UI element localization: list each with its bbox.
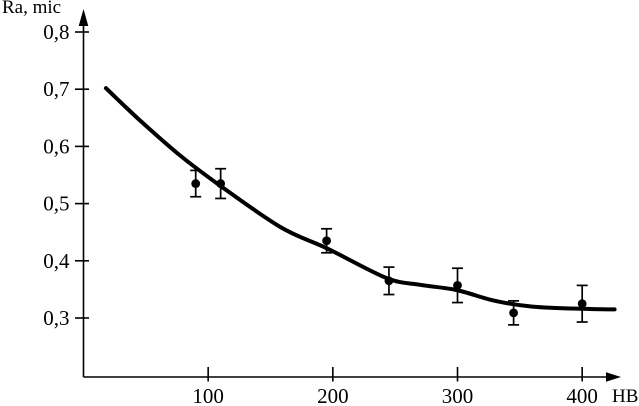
data-point bbox=[453, 280, 462, 290]
data-point bbox=[384, 276, 394, 286]
y-tick-label: 0,6 bbox=[43, 134, 69, 158]
x-tick-label: 100 bbox=[192, 384, 224, 406]
y-tick-label: 0,5 bbox=[43, 192, 69, 216]
data-point bbox=[322, 236, 332, 246]
data-point bbox=[577, 299, 587, 309]
y-tick-label: 0,8 bbox=[43, 20, 69, 44]
x-tick-label: 400 bbox=[566, 384, 598, 406]
y-axis-arrow-icon bbox=[78, 9, 89, 26]
fit-curve-group bbox=[103, 86, 617, 312]
x-tick-label: 300 bbox=[442, 384, 474, 406]
x-tick-label: 200 bbox=[317, 384, 349, 406]
data-point bbox=[509, 308, 519, 318]
data-point bbox=[191, 179, 201, 188]
x-axis-arrow-icon bbox=[606, 372, 621, 382]
data-points-group bbox=[190, 167, 588, 326]
fit-curve bbox=[103, 86, 617, 312]
y-tick-label: 0,3 bbox=[43, 306, 69, 330]
x-axis-label: HB bbox=[612, 386, 638, 406]
data-point bbox=[216, 179, 226, 188]
y-tick-label: 0,4 bbox=[43, 249, 70, 273]
axes-group: 0,3 0,4 0,5 0,6 0,7 0,8 100 200 300 400 bbox=[43, 9, 621, 406]
y-axis-label: Ra, mic bbox=[2, 0, 61, 18]
y-tick-label: 0,7 bbox=[43, 77, 69, 101]
